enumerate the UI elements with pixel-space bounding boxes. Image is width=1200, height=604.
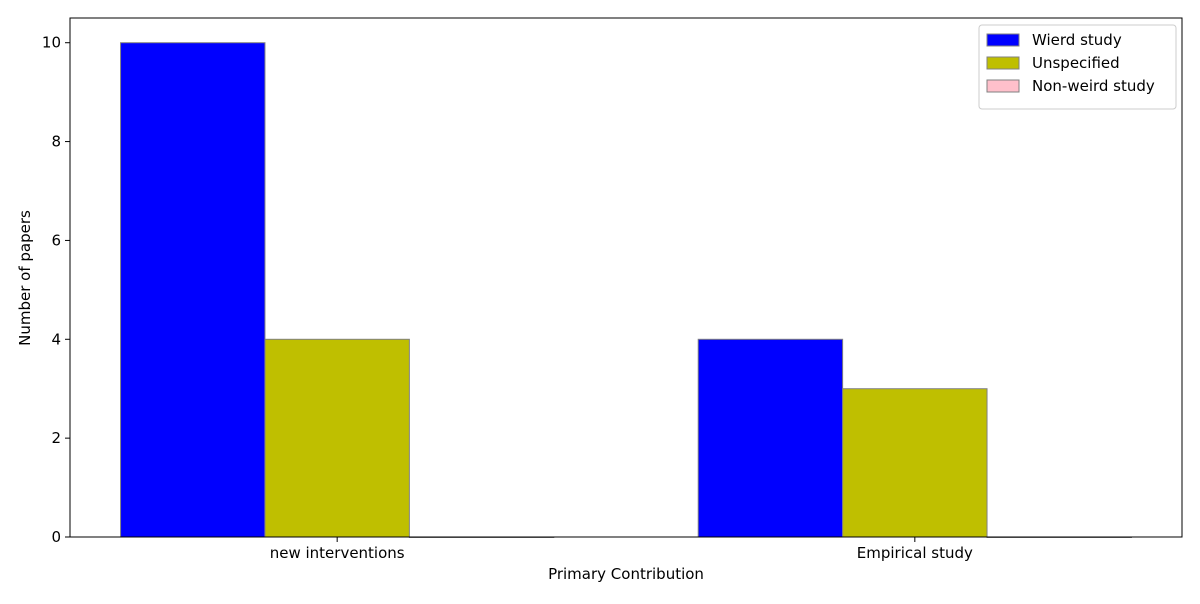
bar-wierd-study-1 xyxy=(697,338,844,538)
legend: Wierd study Unspecified Non-weird study xyxy=(978,24,1177,110)
x-axis-label: Primary Contribution xyxy=(548,565,704,583)
plot-frame xyxy=(69,17,1183,538)
y-tick-label: 6 xyxy=(51,231,61,249)
x-axis: new interventions Empirical study xyxy=(270,537,973,562)
y-tick-label: 4 xyxy=(51,330,61,348)
legend-box xyxy=(978,24,1177,110)
y-axis-label: Number of papers xyxy=(16,210,34,346)
bar-unspecified-0 xyxy=(264,338,410,538)
y-tick-label: 0 xyxy=(51,528,61,546)
y-tick-label: 8 xyxy=(51,133,61,151)
legend-label: Non-weird study xyxy=(1032,77,1155,95)
bars-layer xyxy=(120,42,1132,538)
y-axis: 0 2 4 6 8 10 xyxy=(42,34,70,546)
bar-unspecified-1 xyxy=(842,388,988,538)
legend-swatch xyxy=(986,79,1020,93)
legend-label: Unspecified xyxy=(1032,54,1120,72)
legend-swatch xyxy=(986,56,1020,70)
y-tick-label: 10 xyxy=(42,34,61,52)
x-tick-label: new interventions xyxy=(270,544,405,562)
legend-swatch xyxy=(986,33,1020,47)
y-tick-label: 2 xyxy=(51,429,61,447)
bar-wierd-study-0 xyxy=(120,42,266,538)
legend-label: Wierd study xyxy=(1032,31,1122,49)
x-tick-label: Empirical study xyxy=(857,544,973,562)
